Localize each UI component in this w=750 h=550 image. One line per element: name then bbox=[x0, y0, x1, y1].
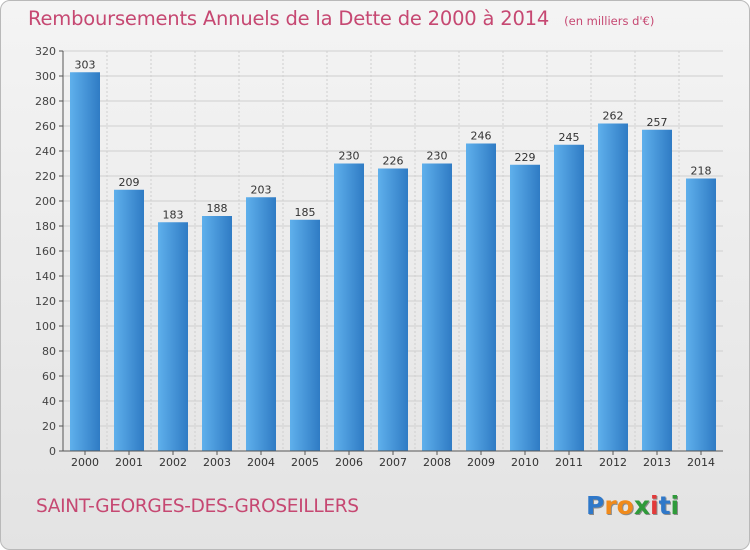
bar-2003 bbox=[202, 216, 232, 451]
x-tick-label: 2009 bbox=[467, 456, 495, 469]
bar-2000 bbox=[70, 72, 100, 451]
bar-value-label: 245 bbox=[559, 131, 580, 144]
x-tick-label: 2011 bbox=[555, 456, 583, 469]
bar-value-label: 229 bbox=[515, 151, 536, 164]
bar-2009 bbox=[466, 143, 496, 451]
logo-letter: P bbox=[586, 491, 605, 520]
y-tick-label: 120 bbox=[35, 295, 56, 308]
bar-value-label: 218 bbox=[691, 165, 712, 178]
x-tick-label: 2006 bbox=[335, 456, 363, 469]
y-tick-label: 200 bbox=[35, 195, 56, 208]
y-tick-label: 260 bbox=[35, 120, 56, 133]
y-tick-label: 80 bbox=[42, 345, 56, 358]
proxiti-logo: Proxiti bbox=[586, 491, 679, 520]
y-tick-label: 280 bbox=[35, 95, 56, 108]
bar-value-label: 203 bbox=[251, 183, 272, 196]
bar-value-label: 303 bbox=[75, 58, 96, 71]
x-tick-label: 2013 bbox=[643, 456, 671, 469]
y-tick-label: 240 bbox=[35, 145, 56, 158]
bar-2014 bbox=[686, 178, 716, 451]
bar-value-label: 246 bbox=[471, 130, 492, 143]
logo-letter: i bbox=[670, 491, 680, 520]
bar-2004 bbox=[246, 197, 276, 451]
bar-2006 bbox=[334, 163, 364, 451]
bar-2008 bbox=[422, 163, 452, 451]
bar-value-label: 209 bbox=[119, 176, 140, 189]
y-tick-label: 60 bbox=[42, 370, 56, 383]
logo-letter: x bbox=[633, 491, 650, 520]
chart-title-block: Remboursements Annuels de la Dette de 20… bbox=[28, 7, 654, 30]
x-tick-label: 2010 bbox=[511, 456, 539, 469]
x-tick-label: 2003 bbox=[203, 456, 231, 469]
logo-letter: o bbox=[616, 491, 634, 520]
y-tick-label: 180 bbox=[35, 220, 56, 233]
x-tick-label: 2004 bbox=[247, 456, 275, 469]
x-tick-label: 2007 bbox=[379, 456, 407, 469]
bars: 303 209 183 188 203 185 230 226 230 246 229 245 262 2… bbox=[70, 58, 716, 451]
logo-letter: r bbox=[604, 491, 617, 520]
y-tick-label: 160 bbox=[35, 245, 56, 258]
y-tick-label: 300 bbox=[35, 70, 56, 83]
bar-value-label: 230 bbox=[339, 150, 360, 163]
bar-value-label: 262 bbox=[603, 110, 624, 123]
x-tick-label: 2014 bbox=[687, 456, 715, 469]
y-tick-label: 140 bbox=[35, 270, 56, 283]
logo-letter: t bbox=[658, 491, 671, 520]
x-tick-label: 2005 bbox=[291, 456, 319, 469]
bar-value-label: 226 bbox=[383, 155, 404, 168]
bar-2007 bbox=[378, 168, 408, 451]
x-tick-label: 2001 bbox=[115, 456, 143, 469]
bar-value-label: 185 bbox=[295, 206, 316, 219]
logo-letter: i bbox=[650, 491, 659, 520]
x-tick-label: 2002 bbox=[159, 456, 187, 469]
y-tick-label: 0 bbox=[49, 445, 56, 458]
chart-unit: (en milliers d'€) bbox=[564, 14, 655, 28]
bar-value-label: 257 bbox=[647, 116, 668, 129]
bar-2013 bbox=[642, 129, 672, 451]
y-tick-label: 20 bbox=[42, 420, 56, 433]
x-tick-label: 2012 bbox=[599, 456, 627, 469]
bar-value-label: 183 bbox=[163, 208, 184, 221]
bar-2002 bbox=[158, 222, 188, 451]
y-tick-label: 40 bbox=[42, 395, 56, 408]
bar-2001 bbox=[114, 189, 144, 451]
bar-2005 bbox=[290, 219, 320, 451]
axes: 0 20 40 60 80 100 120 140 160 180 200 220 240 260 280 3… bbox=[35, 45, 723, 469]
bar-value-label: 230 bbox=[427, 150, 448, 163]
bar-2010 bbox=[510, 164, 540, 451]
x-tick-label: 2008 bbox=[423, 456, 451, 469]
commune-name: SAINT-GEORGES-DES-GROSEILLERS bbox=[36, 496, 359, 517]
bar-2012 bbox=[598, 123, 628, 451]
y-tick-label: 220 bbox=[35, 170, 56, 183]
y-tick-label: 320 bbox=[35, 45, 56, 58]
x-tick-label: 2000 bbox=[71, 456, 99, 469]
chart-title: Remboursements Annuels de la Dette de 20… bbox=[28, 7, 550, 30]
bar-2011 bbox=[554, 144, 584, 451]
y-tick-label: 100 bbox=[35, 320, 56, 333]
bar-value-label: 188 bbox=[207, 202, 228, 215]
